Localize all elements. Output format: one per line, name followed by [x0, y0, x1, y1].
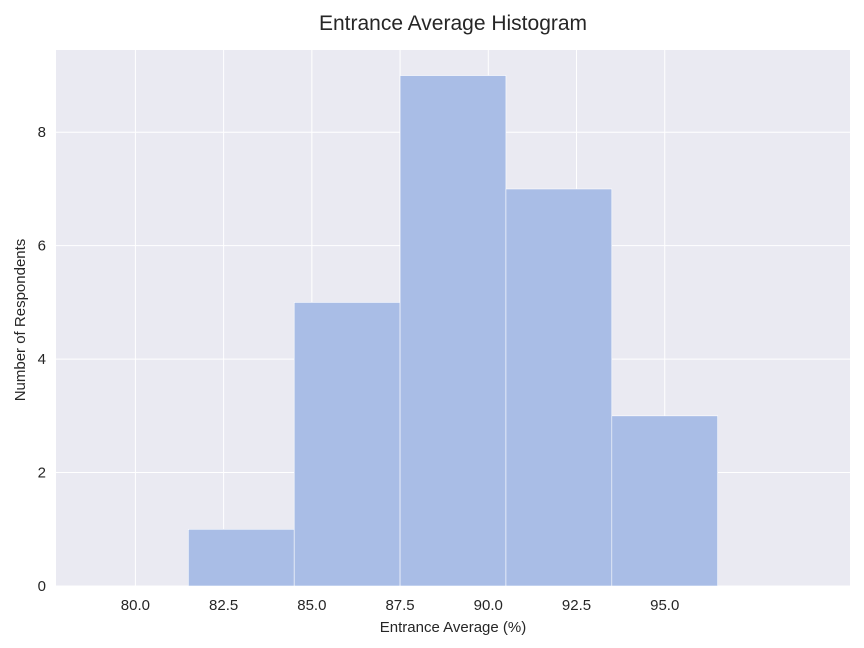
y-tick-label: 0 — [38, 578, 46, 595]
y-tick-labels: 0 2 4 6 8 — [38, 124, 46, 595]
x-tick-label: 85.0 — [297, 597, 326, 614]
chart-title: Entrance Average Histogram — [319, 12, 587, 35]
y-tick-label: 4 — [38, 351, 46, 368]
histogram-bar — [293, 302, 401, 587]
y-tick-label: 8 — [38, 124, 46, 141]
histogram-bar — [399, 75, 507, 587]
x-axis-label: Entrance Average (%) — [380, 619, 526, 636]
x-tick-label: 92.5 — [562, 597, 591, 614]
y-tick-label: 6 — [38, 238, 46, 255]
x-tick-labels: 80.0 82.5 85.0 87.5 90.0 92.5 95.0 — [121, 597, 680, 614]
x-tick-label: 87.5 — [385, 597, 414, 614]
histogram-bar — [505, 188, 613, 587]
x-tick-label: 80.0 — [121, 597, 150, 614]
histogram-bar — [188, 528, 295, 587]
bars — [188, 75, 718, 587]
histogram-bar — [611, 415, 718, 587]
x-tick-label: 95.0 — [650, 597, 679, 614]
y-axis-label: Number of Respondents — [12, 239, 29, 402]
x-tick-label: 82.5 — [209, 597, 238, 614]
y-tick-label: 2 — [38, 465, 46, 482]
x-tick-label: 90.0 — [474, 597, 503, 614]
